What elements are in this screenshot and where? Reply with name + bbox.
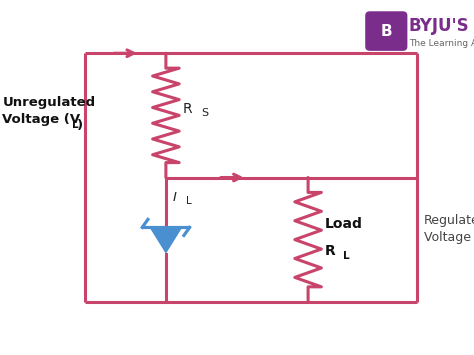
Text: BYJU'S: BYJU'S (409, 17, 469, 35)
Text: L: L (186, 196, 191, 206)
FancyBboxPatch shape (366, 12, 407, 50)
Text: R: R (182, 102, 192, 116)
Text: L: L (72, 120, 79, 130)
Text: I: I (173, 191, 177, 204)
Text: B: B (381, 23, 392, 39)
Text: Load: Load (325, 217, 363, 231)
Text: Regulated
Voltage (V: Regulated Voltage (V (424, 213, 474, 244)
Text: L: L (343, 251, 349, 262)
Text: R: R (325, 244, 336, 258)
Text: S: S (201, 108, 209, 118)
Text: Unregulated
Voltage (V: Unregulated Voltage (V (2, 96, 95, 126)
Text: ): ) (77, 119, 83, 132)
Text: The Learning App: The Learning App (409, 39, 474, 48)
Polygon shape (151, 228, 181, 252)
